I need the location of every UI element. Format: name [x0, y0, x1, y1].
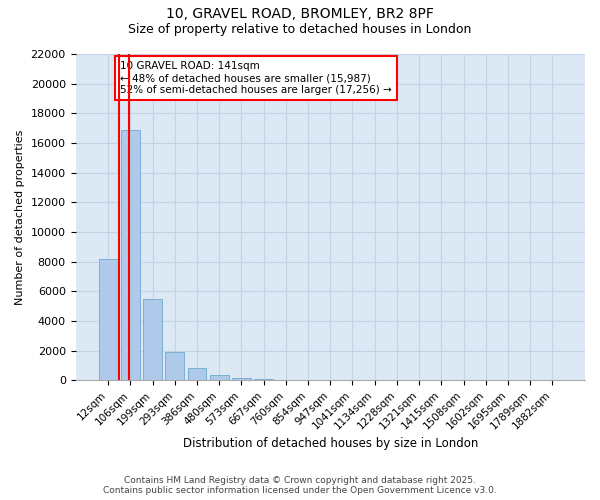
- Text: Size of property relative to detached houses in London: Size of property relative to detached ho…: [128, 22, 472, 36]
- Y-axis label: Number of detached properties: Number of detached properties: [15, 130, 25, 305]
- Bar: [143, 298, 162, 380]
- Bar: [188, 368, 206, 380]
- Bar: [254, 379, 273, 380]
- Text: Contains HM Land Registry data © Crown copyright and database right 2025.
Contai: Contains HM Land Registry data © Crown c…: [103, 476, 497, 495]
- Bar: [121, 130, 140, 380]
- Text: 10 GRAVEL ROAD: 141sqm
← 48% of detached houses are smaller (15,987)
52% of semi: 10 GRAVEL ROAD: 141sqm ← 48% of detached…: [121, 62, 392, 94]
- Bar: [232, 378, 251, 380]
- Bar: [166, 352, 184, 380]
- X-axis label: Distribution of detached houses by size in London: Distribution of detached houses by size …: [182, 437, 478, 450]
- Bar: [98, 258, 118, 380]
- Text: 10, GRAVEL ROAD, BROMLEY, BR2 8PF: 10, GRAVEL ROAD, BROMLEY, BR2 8PF: [166, 8, 434, 22]
- Bar: [210, 374, 229, 380]
